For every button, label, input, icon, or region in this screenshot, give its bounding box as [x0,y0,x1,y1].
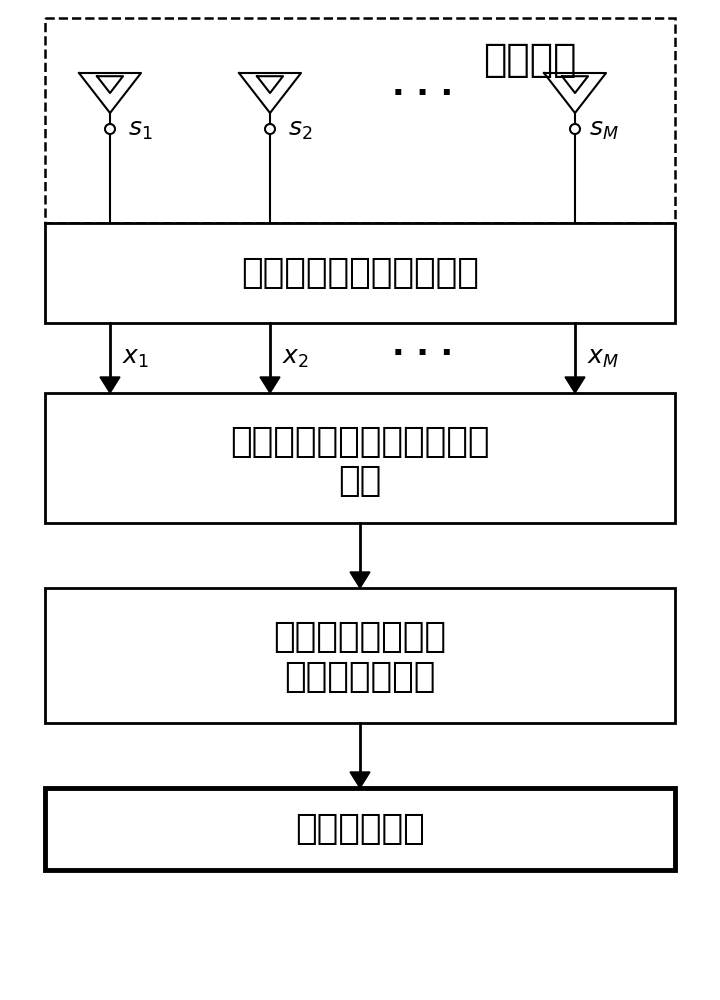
Text: 模块: 模块 [338,464,382,498]
Polygon shape [100,377,120,393]
Text: $x_1$: $x_1$ [122,346,149,370]
Bar [45,223,675,323]
Text: （含定标校正）: （含定标校正） [284,660,436,694]
Circle shape [570,124,580,134]
Text: · · ·: · · · [392,78,453,110]
Text: $x_2$: $x_2$ [282,346,309,370]
Circle shape [105,124,115,134]
Bar [45,588,675,723]
Polygon shape [565,377,585,393]
Text: 辐射亮温图像: 辐射亮温图像 [295,812,425,846]
Text: $s_2$: $s_2$ [288,118,312,142]
Text: 宽带单射频接收处理模块: 宽带单射频接收处理模块 [241,256,479,290]
Text: 天线阵列: 天线阵列 [483,41,577,79]
Bar [45,788,675,870]
Bar [45,18,675,223]
Bar [45,393,675,523]
Polygon shape [350,772,370,788]
Text: · · ·: · · · [392,338,453,371]
Circle shape [265,124,275,134]
Polygon shape [260,377,280,393]
Text: $x_M$: $x_M$ [587,346,619,370]
Text: $s_1$: $s_1$ [128,118,153,142]
Text: 成像反演处理模块: 成像反演处理模块 [274,620,446,654]
Text: $s_M$: $s_M$ [589,118,618,142]
Polygon shape [350,572,370,588]
Text: 数字化多通道复数相关处理: 数字化多通道复数相关处理 [230,425,490,459]
